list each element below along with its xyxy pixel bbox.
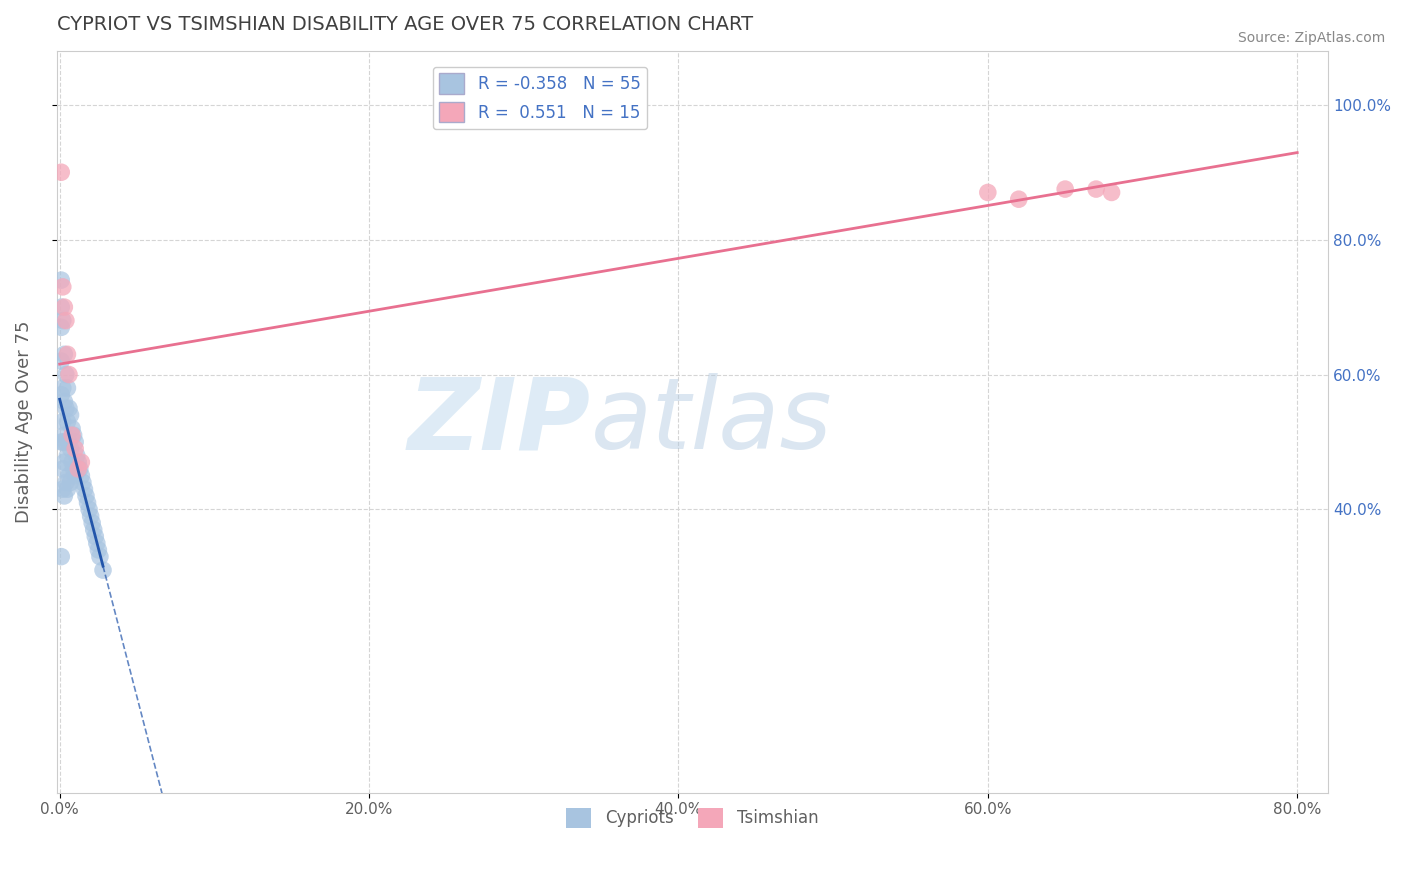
Point <box>55 401 77 416</box>
Point <box>63 442 86 456</box>
Point <box>70 455 93 469</box>
Point <box>84 529 107 543</box>
Point <box>53 347 76 361</box>
Point <box>53 394 76 409</box>
Point <box>53 455 76 469</box>
Point <box>1008 192 1031 206</box>
Point <box>58 368 80 382</box>
Point <box>51 388 73 402</box>
Y-axis label: Disability Age Over 75: Disability Age Over 75 <box>15 320 32 523</box>
Point <box>52 415 75 429</box>
Point <box>69 462 91 476</box>
Point <box>59 475 82 490</box>
Point <box>70 468 93 483</box>
Point <box>51 165 73 179</box>
Point <box>52 313 75 327</box>
Point <box>59 408 82 422</box>
Point <box>51 300 73 314</box>
Point <box>55 434 77 449</box>
Point <box>67 462 90 476</box>
Text: CYPRIOT VS TSIMSHIAN DISABILITY AGE OVER 75 CORRELATION CHART: CYPRIOT VS TSIMSHIAN DISABILITY AGE OVER… <box>56 15 752 34</box>
Point <box>52 434 75 449</box>
Point <box>55 313 77 327</box>
Point <box>60 428 83 442</box>
Point <box>60 421 83 435</box>
Point <box>63 468 86 483</box>
Point <box>55 368 77 382</box>
Point <box>60 455 83 469</box>
Point <box>79 509 101 524</box>
Point <box>82 516 104 530</box>
Point <box>51 354 73 368</box>
Point <box>58 468 80 483</box>
Point <box>1101 186 1123 200</box>
Point <box>62 428 84 442</box>
Text: Source: ZipAtlas.com: Source: ZipAtlas.com <box>1237 31 1385 45</box>
Point <box>76 496 98 510</box>
Point <box>51 434 73 449</box>
Point <box>58 434 80 449</box>
Point <box>1054 182 1077 196</box>
Point <box>91 563 114 577</box>
Point <box>56 415 79 429</box>
Point <box>56 482 79 496</box>
Point <box>62 462 84 476</box>
Point <box>56 449 79 463</box>
Text: ZIP: ZIP <box>408 373 591 470</box>
Text: atlas: atlas <box>591 373 832 470</box>
Point <box>53 300 76 314</box>
Point <box>52 381 75 395</box>
Point <box>52 462 75 476</box>
Point <box>51 549 73 564</box>
Point <box>53 489 76 503</box>
Point <box>977 186 1000 200</box>
Point <box>53 428 76 442</box>
Point <box>51 273 73 287</box>
Point <box>1085 182 1108 196</box>
Point <box>83 523 105 537</box>
Point <box>87 542 110 557</box>
Point <box>86 536 108 550</box>
Point <box>73 482 96 496</box>
Point <box>75 489 97 503</box>
Point <box>55 475 77 490</box>
Point <box>59 442 82 456</box>
Point <box>63 434 86 449</box>
Point <box>67 455 90 469</box>
Point <box>66 449 89 463</box>
Legend: Cypriots, Tsimshian: Cypriots, Tsimshian <box>558 799 827 836</box>
Point <box>89 549 111 564</box>
Point <box>52 482 75 496</box>
Point <box>56 381 79 395</box>
Point <box>52 280 75 294</box>
Point <box>51 320 73 334</box>
Point <box>56 347 79 361</box>
Point <box>58 401 80 416</box>
Point <box>77 502 100 516</box>
Point <box>72 475 94 490</box>
